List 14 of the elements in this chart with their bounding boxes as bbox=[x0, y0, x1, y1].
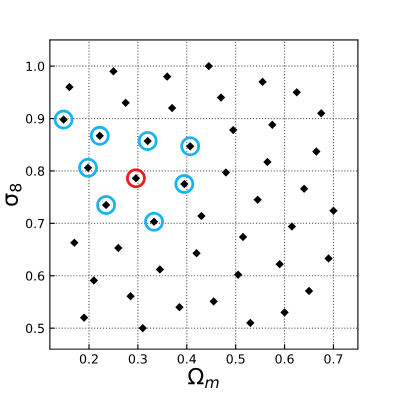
y-tick-label: 0.6 bbox=[26, 271, 44, 281]
y-tick-label: 1.0 bbox=[26, 62, 44, 72]
x-tick-label: 0.7 bbox=[324, 354, 342, 364]
x-tick-label: 0.4 bbox=[178, 354, 196, 364]
y-axis-title: σ$_{8}$ bbox=[6, 184, 22, 206]
x-axis-title: Ω$_{m}$ bbox=[188, 368, 219, 388]
y-tick-label: 0.9 bbox=[26, 114, 44, 124]
y-tick-label: 0.5 bbox=[26, 324, 44, 334]
y-tick-label: 0.8 bbox=[26, 166, 44, 176]
x-tick-label: 0.6 bbox=[275, 354, 294, 364]
x-tick-label: 0.2 bbox=[80, 354, 98, 364]
y-tick-label: 0.7 bbox=[26, 218, 44, 228]
x-tick-label: 0.5 bbox=[226, 354, 245, 364]
x-tick-label: 0.3 bbox=[128, 354, 147, 364]
